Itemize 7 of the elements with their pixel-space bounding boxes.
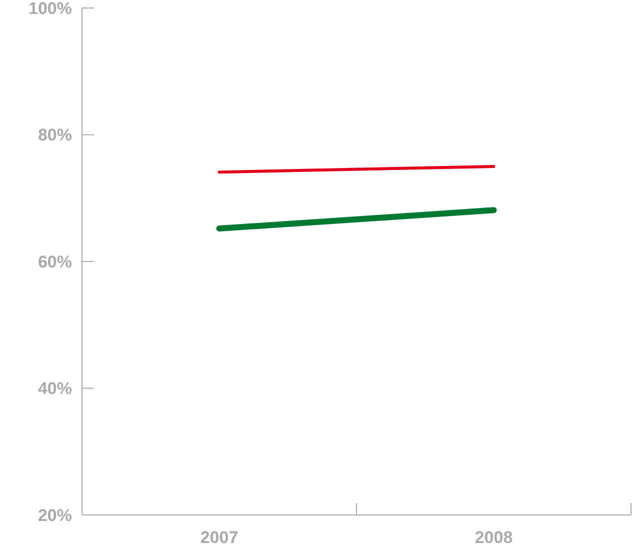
y-tick-label: 40% <box>38 379 72 398</box>
y-tick-label: 60% <box>38 252 72 272</box>
y-tick-label: 80% <box>38 126 72 145</box>
y-tick-label: 100% <box>28 0 72 18</box>
y-tick-label: 20% <box>38 506 72 525</box>
x-tick-label: 2008 <box>474 528 513 547</box>
x-tick-label: 2007 <box>200 528 238 547</box>
